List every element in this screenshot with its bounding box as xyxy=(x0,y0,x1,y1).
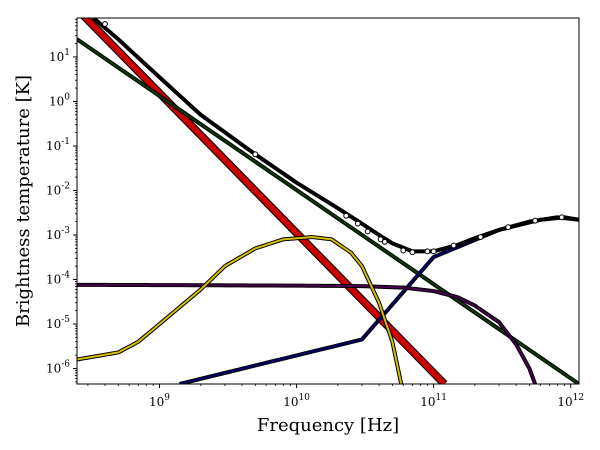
data-marker xyxy=(450,242,457,249)
y-axis-label: Brightness temperature [K] xyxy=(13,75,34,327)
data-marker xyxy=(532,217,538,224)
data-marker xyxy=(477,234,484,240)
data-marker xyxy=(558,214,565,221)
data-marker xyxy=(364,228,371,235)
series-synchrotron xyxy=(81,18,447,384)
x-tick-label: 109 xyxy=(149,393,170,409)
marker-layer xyxy=(102,21,565,256)
data-marker xyxy=(252,151,259,158)
data-marker xyxy=(343,212,350,219)
series-free-free xyxy=(77,38,579,384)
data-marker xyxy=(381,239,388,245)
data-marker xyxy=(409,249,416,256)
y-tick-label: 10-4 xyxy=(46,271,70,287)
series-spinning-dust xyxy=(77,236,403,384)
plot-frame xyxy=(76,17,580,385)
x-tick-label: 1011 xyxy=(420,393,447,409)
y-tick-label: 10-1 xyxy=(46,137,70,153)
y-tick-label: 10-6 xyxy=(46,360,70,376)
data-marker xyxy=(430,248,437,255)
data-marker xyxy=(102,21,108,27)
data-marker xyxy=(505,224,512,231)
data-marker xyxy=(354,220,361,227)
y-tick-label: 101 xyxy=(49,48,70,64)
y-tick-label: 10-5 xyxy=(46,315,70,331)
y-tick-label: 10-2 xyxy=(46,182,70,198)
series-CMB xyxy=(77,283,537,384)
data-marker xyxy=(400,247,407,254)
y-tick-label: 100 xyxy=(49,92,70,108)
x-tick-label: 1012 xyxy=(557,393,584,409)
x-axis-label: Frequency [Hz] xyxy=(257,415,399,436)
tick-layer: 109 1010 1011 1012 101 100 10-1 10-2 10-3 10-4 10-… xyxy=(46,18,584,409)
data-marker xyxy=(377,236,384,243)
data-marker xyxy=(424,248,431,255)
y-tick-label: 10-3 xyxy=(46,226,70,242)
x-tick-label: 1010 xyxy=(283,393,310,409)
